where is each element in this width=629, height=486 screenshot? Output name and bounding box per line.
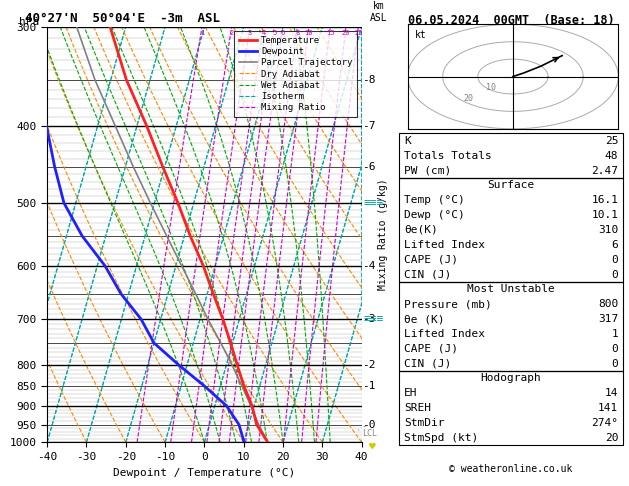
Text: 5: 5 xyxy=(272,30,276,36)
Text: Most Unstable: Most Unstable xyxy=(467,284,555,295)
Text: Lifted Index: Lifted Index xyxy=(404,329,485,339)
Text: 800: 800 xyxy=(598,299,618,309)
Text: 40°27'N  50°04'E  -3m  ASL: 40°27'N 50°04'E -3m ASL xyxy=(25,12,220,25)
Text: 25: 25 xyxy=(604,136,618,146)
Text: CIN (J): CIN (J) xyxy=(404,359,451,369)
Text: Lifted Index: Lifted Index xyxy=(404,240,485,250)
Text: ≡≡≡: ≡≡≡ xyxy=(364,198,384,208)
Text: PW (cm): PW (cm) xyxy=(404,166,451,175)
Text: EH: EH xyxy=(404,388,418,399)
Text: ≡≡≡: ≡≡≡ xyxy=(364,314,384,324)
Text: ♥: ♥ xyxy=(369,442,376,451)
Text: 8: 8 xyxy=(295,30,299,36)
Text: K: K xyxy=(404,136,411,146)
Text: θe (K): θe (K) xyxy=(404,314,444,324)
Text: 48: 48 xyxy=(604,151,618,161)
Text: Surface: Surface xyxy=(487,180,535,191)
Text: Pressure (mb): Pressure (mb) xyxy=(404,299,492,309)
Text: 2: 2 xyxy=(230,30,234,36)
Text: -2: -2 xyxy=(362,360,375,370)
X-axis label: Dewpoint / Temperature (°C): Dewpoint / Temperature (°C) xyxy=(113,468,296,478)
Text: 10.1: 10.1 xyxy=(591,210,618,220)
Text: 1: 1 xyxy=(611,329,618,339)
Text: 4: 4 xyxy=(261,30,265,36)
Text: SREH: SREH xyxy=(404,403,431,413)
Text: Totals Totals: Totals Totals xyxy=(404,151,492,161)
Text: StmDir: StmDir xyxy=(404,418,444,428)
Text: -1: -1 xyxy=(362,381,375,391)
Text: 10: 10 xyxy=(304,30,313,36)
Text: CIN (J): CIN (J) xyxy=(404,270,451,279)
Text: 2.47: 2.47 xyxy=(591,166,618,175)
Text: 15: 15 xyxy=(326,30,335,36)
Text: 10: 10 xyxy=(486,83,496,92)
Text: 3: 3 xyxy=(248,30,252,36)
Text: 14: 14 xyxy=(604,388,618,399)
Text: 16.1: 16.1 xyxy=(591,195,618,205)
Text: 0: 0 xyxy=(611,255,618,265)
Text: 0: 0 xyxy=(611,359,618,369)
Text: 0: 0 xyxy=(611,344,618,354)
Text: 0: 0 xyxy=(611,270,618,279)
Text: 20: 20 xyxy=(463,94,473,103)
Text: kt: kt xyxy=(415,30,426,39)
Text: © weatheronline.co.uk: © weatheronline.co.uk xyxy=(449,464,573,474)
Text: Dewp (°C): Dewp (°C) xyxy=(404,210,465,220)
Text: θe(K): θe(K) xyxy=(404,225,438,235)
Text: -4: -4 xyxy=(362,261,375,271)
Text: 1: 1 xyxy=(200,30,204,36)
Text: -3: -3 xyxy=(362,314,375,324)
Text: CAPE (J): CAPE (J) xyxy=(404,255,458,265)
Text: CAPE (J): CAPE (J) xyxy=(404,344,458,354)
Text: StmSpd (kt): StmSpd (kt) xyxy=(404,433,478,443)
Text: -8: -8 xyxy=(362,75,375,85)
Text: 274°: 274° xyxy=(591,418,618,428)
Text: km
ASL: km ASL xyxy=(370,1,388,22)
Text: 20: 20 xyxy=(342,30,350,36)
Text: 25: 25 xyxy=(354,30,362,36)
Text: -0: -0 xyxy=(362,419,375,430)
Text: Hodograph: Hodograph xyxy=(481,374,542,383)
Text: 20: 20 xyxy=(604,433,618,443)
Text: -6: -6 xyxy=(362,162,375,172)
Text: 6: 6 xyxy=(611,240,618,250)
Text: Mixing Ratio (g/kg): Mixing Ratio (g/kg) xyxy=(378,179,388,290)
Legend: Temperature, Dewpoint, Parcel Trajectory, Dry Adiabat, Wet Adiabat, Isotherm, Mi: Temperature, Dewpoint, Parcel Trajectory… xyxy=(234,31,357,117)
Text: -
LCL: - LCL xyxy=(362,422,377,438)
Text: 141: 141 xyxy=(598,403,618,413)
Text: 310: 310 xyxy=(598,225,618,235)
Text: 317: 317 xyxy=(598,314,618,324)
Text: Temp (°C): Temp (°C) xyxy=(404,195,465,205)
Text: 6: 6 xyxy=(281,30,285,36)
Text: 06.05.2024  00GMT  (Base: 18): 06.05.2024 00GMT (Base: 18) xyxy=(408,15,615,28)
Text: -7: -7 xyxy=(362,121,375,131)
Text: hPa: hPa xyxy=(19,17,39,27)
